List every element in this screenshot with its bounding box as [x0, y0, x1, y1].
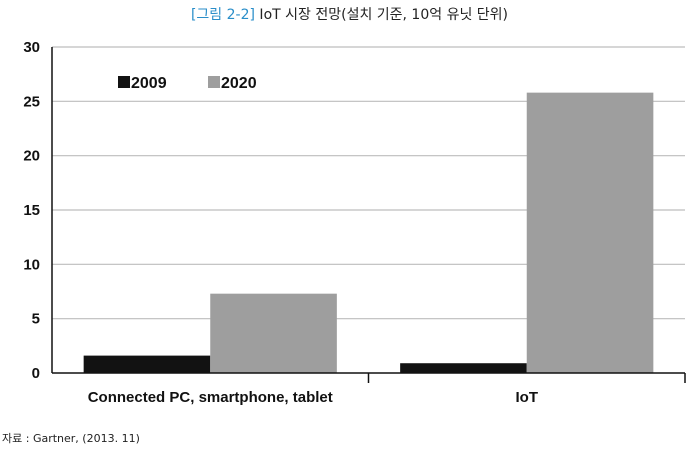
legend-swatch-2009 — [118, 76, 130, 88]
axes — [51, 47, 686, 383]
y-axis-ticks: 0 5 10 15 20 25 30 — [23, 39, 40, 382]
y-tick-label: 25 — [23, 93, 40, 110]
y-tick-label: 5 — [32, 311, 40, 328]
x-category-label: IoT — [516, 389, 539, 406]
title-text: IoT 시장 전망(설치 기준, 10억 유닛 단위) — [254, 7, 509, 23]
bar-2009-iot — [400, 363, 527, 373]
figure-label: [그림 2-2] — [190, 7, 255, 23]
legend-label-2009: 2009 — [131, 75, 167, 92]
bar-2020-connected-devices — [210, 293, 337, 373]
bars — [83, 92, 654, 373]
x-axis-labels: Connected PC, smartphone, tablet IoT — [88, 389, 538, 406]
bar-2020-iot — [526, 92, 654, 373]
legend-label-2020: 2020 — [221, 75, 257, 92]
chart-title: [그림 2-2] IoT 시장 전망(설치 기준, 10억 유닛 단위) — [0, 4, 699, 24]
legend-swatch-2020 — [208, 76, 220, 88]
x-category-label: Connected PC, smartphone, tablet — [88, 389, 333, 406]
y-tick-label: 0 — [32, 365, 40, 382]
source-note: 자료 : Gartner, (2013. 11) — [2, 432, 140, 445]
bar-2009-connected-devices — [83, 355, 211, 373]
legend: 2009 2020 — [118, 75, 257, 92]
y-tick-label: 15 — [23, 202, 40, 219]
y-tick-label: 10 — [23, 256, 40, 273]
y-tick-label: 30 — [23, 39, 40, 56]
y-tick-label: 20 — [23, 148, 40, 165]
